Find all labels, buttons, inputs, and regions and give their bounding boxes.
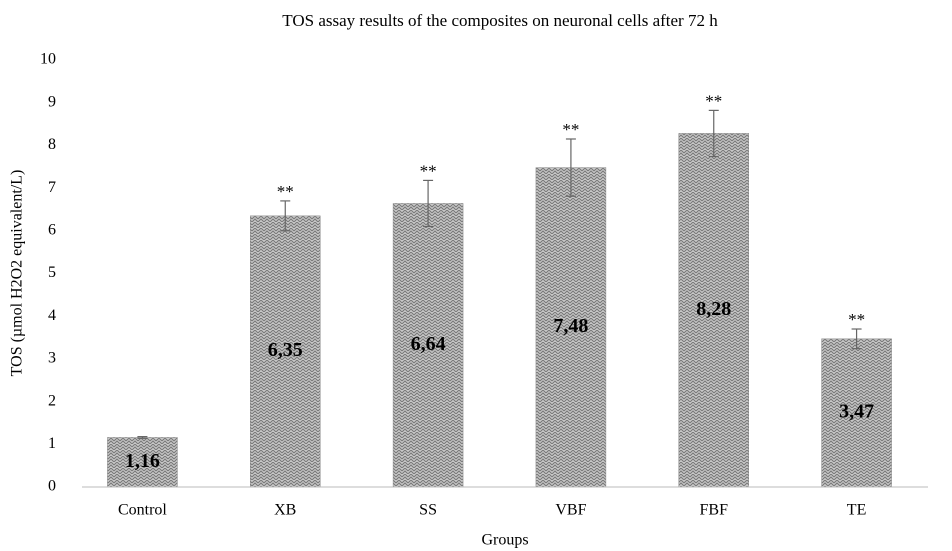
- significance-label: **: [562, 120, 579, 139]
- x-tick-label: VBF: [555, 502, 586, 519]
- x-axis-title: Groups: [481, 532, 528, 549]
- y-tick-label: 1: [48, 435, 56, 452]
- y-tick-label: 4: [48, 307, 56, 324]
- y-tick-label: 2: [48, 392, 56, 409]
- value-label: 7,48: [553, 315, 588, 337]
- value-label: 6,64: [411, 333, 446, 355]
- bar: [392, 203, 464, 488]
- y-tick-label: 7: [48, 179, 56, 196]
- value-label: 6,35: [268, 339, 303, 361]
- value-label: 1,16: [125, 450, 160, 472]
- y-tick-label: 6: [48, 221, 56, 238]
- bar: [535, 167, 607, 488]
- x-tick-label: SS: [419, 502, 437, 519]
- x-tick-label: XB: [274, 502, 296, 519]
- y-tick-label: 10: [40, 51, 56, 68]
- bar: [678, 133, 749, 488]
- y-tick-label: 0: [48, 478, 56, 495]
- x-tick-label: Control: [118, 502, 167, 519]
- y-tick-label: 3: [48, 350, 56, 367]
- y-axis-title: TOS (µmol H2O2 equivalent/L): [9, 170, 26, 377]
- value-label: 3,47: [839, 401, 874, 423]
- y-tick-label: 9: [48, 93, 56, 110]
- significance-label: **: [277, 182, 294, 201]
- significance-label: **: [848, 310, 865, 329]
- x-tick-label: TE: [847, 502, 867, 519]
- y-tick-label: 5: [48, 264, 56, 281]
- bar: [107, 437, 178, 488]
- value-label: 8,28: [696, 298, 731, 320]
- significance-label: **: [420, 161, 437, 180]
- chart-title: TOS assay results of the composites on n…: [282, 11, 718, 30]
- bar: [821, 338, 892, 488]
- y-tick-label: 8: [48, 136, 56, 153]
- significance-label: **: [705, 91, 722, 110]
- x-tick-label: FBF: [700, 502, 729, 519]
